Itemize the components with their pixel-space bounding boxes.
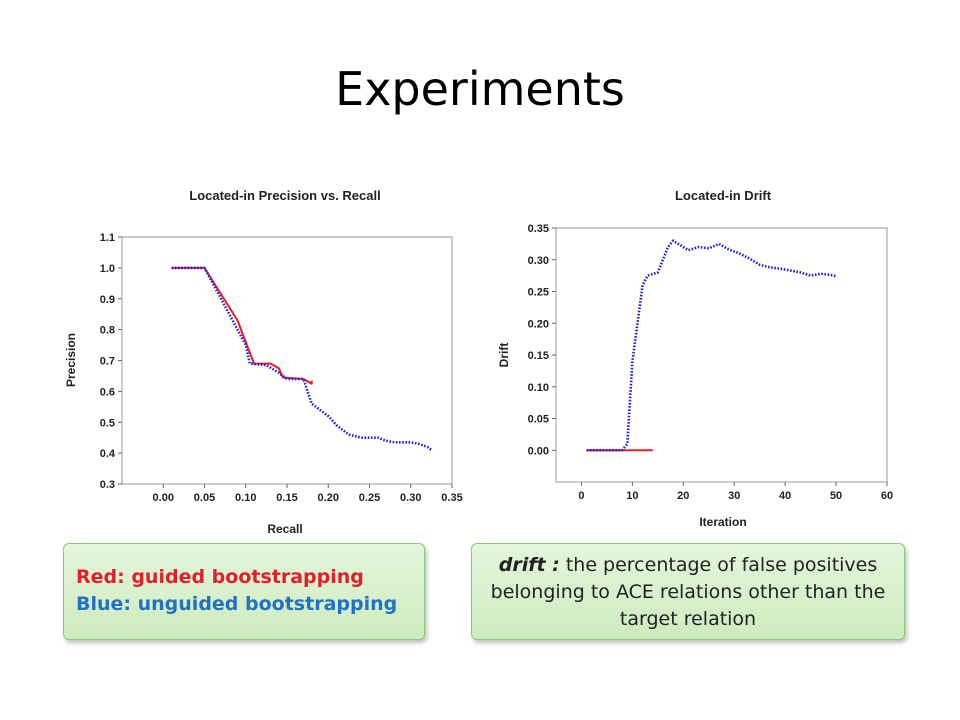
x-tick-label: 0.10 (235, 492, 256, 504)
y-tick-label: 0.10 (528, 382, 549, 394)
y-tick-label: 1.1 (100, 232, 115, 244)
legend-blue-label: Blue: unguided bootstrapping (76, 593, 398, 615)
y-tick-label: 0.8 (100, 325, 115, 337)
drift-term: drift : (498, 554, 560, 576)
blue-series-line (586, 239, 837, 452)
x-tick-label: 20 (677, 490, 689, 502)
x-tick-label: 0.05 (194, 492, 215, 504)
x-tick-label: 40 (779, 490, 791, 502)
y-tick-label: 1.0 (100, 263, 115, 275)
y-tick-label: 0.3 (100, 479, 115, 491)
x-tick-label: 10 (626, 490, 638, 502)
drift-chart: Located-in Drift 0.00 0.05 0.10 0.15 0.20 0.25… (497, 188, 893, 529)
chart-title: Located-in Precision vs. Recall (189, 188, 380, 203)
legend-box: Red: guided bootstrapping Blue: unguided… (63, 543, 425, 640)
y-tick-label: 0.9 (100, 294, 115, 306)
drift-definition-box: drift : the percentage of false positive… (471, 543, 905, 640)
x-tick-label: 0.00 (153, 492, 174, 504)
y-tick-label: 0.05 (528, 414, 549, 426)
x-axis-label: Iteration (699, 515, 746, 529)
x-tick-label: 0.25 (359, 492, 380, 504)
y-tick-label: 0.5 (100, 417, 115, 429)
y-tick-label: 0.00 (528, 445, 549, 457)
y-tick-label: 0.25 (528, 287, 549, 299)
y-tick-label: 0.7 (100, 356, 115, 368)
x-tick-label: 50 (830, 490, 842, 502)
x-axis-label: Recall (267, 522, 302, 536)
x-tick-label: 0.30 (400, 492, 421, 504)
chart-title: Located-in Drift (675, 188, 772, 203)
y-tick-label: 0.30 (528, 255, 549, 267)
drift-definition-text: the percentage of false positives belong… (490, 554, 886, 630)
blue-series-line (171, 266, 433, 452)
x-tick-label: 0.20 (318, 492, 339, 504)
x-tick-label: 30 (728, 490, 740, 502)
x-tick-label: 0.15 (276, 492, 297, 504)
y-tick-label: 0.4 (100, 448, 116, 460)
x-tick-label: 0 (578, 490, 584, 502)
y-tick-label: 0.20 (528, 318, 549, 330)
y-tick-label: 0.15 (528, 350, 549, 362)
plot-frame (555, 227, 888, 483)
x-tick-label: 0.35 (441, 492, 462, 504)
precision-recall-chart: Located-in Precision vs. Recall 0.3 0.4 0.5… (64, 188, 463, 536)
y-tick-label: 0.6 (100, 386, 115, 398)
y-axis-label: Drift (497, 343, 511, 368)
red-series-line (171, 266, 313, 385)
slide-title: Experiments (335, 62, 625, 116)
y-tick-label: 0.35 (528, 223, 549, 235)
x-tick-label: 60 (881, 490, 893, 502)
y-axis-label: Precision (64, 333, 78, 387)
legend-red-label: Red: guided bootstrapping (76, 566, 364, 588)
plot-frame (121, 236, 453, 485)
